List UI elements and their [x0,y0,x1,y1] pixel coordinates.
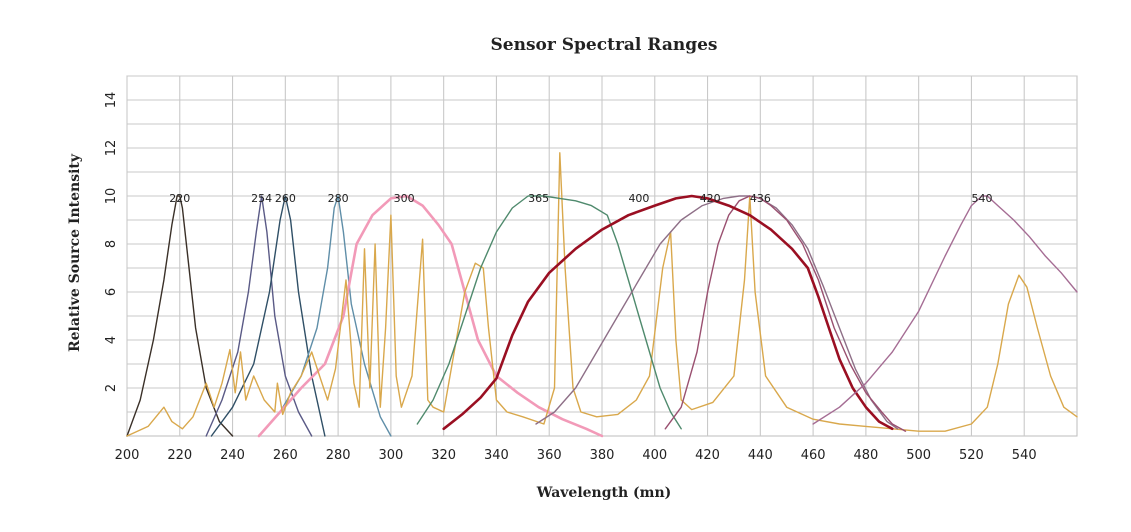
y-tick-label: 8 [104,240,119,248]
x-tick-label: 300 [378,448,403,463]
x-tick-label: 200 [115,448,140,463]
x-tick-label: 460 [801,448,826,463]
peak-labels: 220 254 260 280 300 365 400 420 436 540 [169,192,992,205]
tick-labels: 200 220 240 260 280 300 320 340 360 380 400 420 440 4… [104,92,1037,463]
x-tick-label: 420 [695,448,720,463]
peak-label: 400 [628,192,649,205]
series-line-9 [664,195,907,432]
x-tick-label: 440 [748,448,773,463]
y-tick-label: 4 [104,336,119,344]
x-tick-label: 380 [590,448,615,463]
series-line-5 [257,194,604,438]
x-tick-label: 360 [537,448,562,463]
x-tick-label: 260 [273,448,298,463]
peak-label: 260 [275,192,296,205]
x-axis-label: Wavelength (mn) [536,485,672,501]
x-tick-label: 500 [906,448,931,463]
x-tick-label: 480 [853,448,878,463]
chart-title: Sensor Spectral Ranges [491,35,718,55]
x-tick-label: 240 [220,448,245,463]
x-tick-label: 220 [167,448,192,463]
x-tick-label: 340 [484,448,509,463]
series-line-7 [416,195,682,430]
x-tick-label: 520 [959,448,984,463]
x-tick-label: 320 [431,448,456,463]
series-line-10 [442,194,894,431]
x-tick-label: 280 [326,448,351,463]
series-line-1 [126,195,234,437]
x-tick-label: 400 [642,448,667,463]
y-tick-label: 2 [104,384,119,392]
x-tick-label: 540 [1012,448,1037,463]
series-line-11 [812,195,1078,425]
series-line-3 [210,195,326,437]
y-tick-label: 6 [104,288,119,296]
y-tick-label: 10 [104,188,119,205]
series-line-6 [126,152,1078,437]
y-tick-label: 14 [104,92,119,109]
peak-label: 220 [169,192,190,205]
peak-label: 365 [528,192,549,205]
peak-label: 254 [251,192,272,205]
y-tick-label: 12 [104,140,119,157]
y-axis-label: Relative Source Intensity [67,153,83,352]
peak-label: 436 [750,192,771,205]
peak-label: 300 [394,192,415,205]
peak-label: 420 [700,192,721,205]
peak-label: 540 [972,192,993,205]
series-group [126,152,1078,438]
series-line-8 [535,195,899,430]
peak-label: 280 [328,192,349,205]
